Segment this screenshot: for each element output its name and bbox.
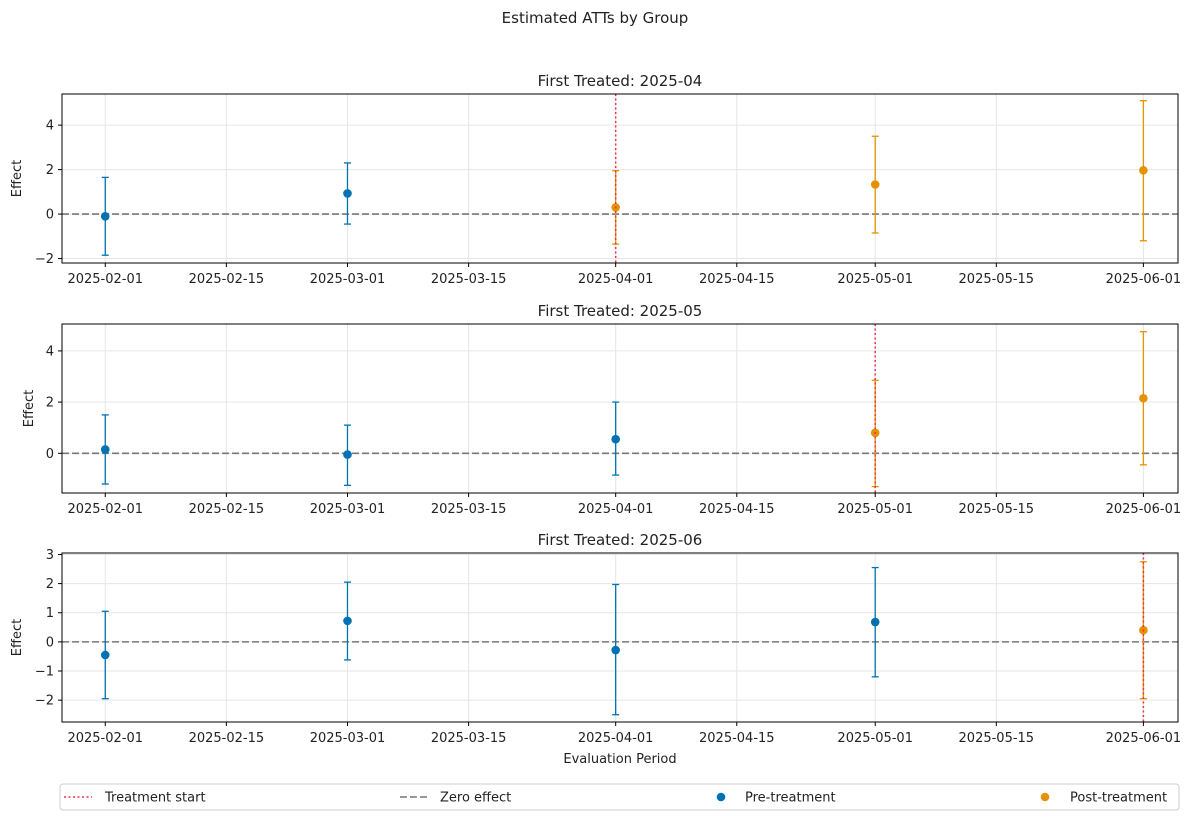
y-axis-label: Effect bbox=[22, 390, 37, 427]
pre-treatment-point bbox=[100, 445, 110, 454]
x-tick-label: 2025-04-15 bbox=[699, 272, 775, 287]
pre-treatment-point bbox=[343, 616, 352, 626]
x-tick-label: 2025-02-15 bbox=[189, 731, 265, 746]
plot-frame bbox=[61, 323, 1179, 494]
x-tick-label: 2025-03-15 bbox=[431, 502, 507, 517]
subplot-1: 2025-02-01 2025-02-15 2025-03-01 2025-03-15… bbox=[10, 72, 1181, 287]
y-axis-label: Effect bbox=[10, 619, 25, 656]
x-tick-label: 2025-02-15 bbox=[189, 272, 265, 287]
legend-zero-effect-label: Zero effect bbox=[440, 791, 511, 806]
pre-treatment-point bbox=[870, 617, 880, 627]
subplots: 2025-02-01 2025-02-15 2025-03-01 2025-03-15… bbox=[10, 72, 1181, 767]
legend-pre-treatment-swatch bbox=[716, 792, 726, 802]
subplot-title: First Treated: 2025-04 bbox=[538, 72, 703, 90]
x-tick-label: 2025-03-15 bbox=[431, 731, 507, 746]
legend-treatment-start-label: Treatment start bbox=[104, 791, 206, 806]
x-tick-label: 2025-05-01 bbox=[837, 272, 913, 287]
subplot-title: First Treated: 2025-06 bbox=[538, 531, 703, 549]
legend-post-treatment-label: Post-treatment bbox=[1070, 791, 1167, 806]
post-treatment-point bbox=[1139, 165, 1148, 175]
figure-title: Estimated ATTs by Group bbox=[502, 9, 689, 27]
post-treatment-point bbox=[870, 180, 880, 189]
y-tick-label: 0 bbox=[46, 635, 54, 650]
x-tick-label: 2025-05-15 bbox=[959, 502, 1035, 517]
x-tick-label: 2025-06-01 bbox=[1106, 502, 1182, 517]
y-tick-label: 2 bbox=[46, 577, 54, 592]
legend-post-treatment-swatch bbox=[1040, 792, 1050, 802]
x-tick-label: 2025-02-01 bbox=[67, 731, 143, 746]
x-tick-label: 2025-03-15 bbox=[431, 272, 507, 287]
pre-treatment-point bbox=[100, 212, 110, 221]
x-tick-label: 2025-04-15 bbox=[699, 502, 775, 517]
x-tick-label: 2025-05-01 bbox=[837, 731, 913, 746]
y-tick-label: 2 bbox=[46, 163, 54, 178]
x-tick-label: 2025-06-01 bbox=[1106, 731, 1182, 746]
pre-treatment-point bbox=[611, 434, 620, 444]
y-tick-label: −1 bbox=[35, 665, 54, 680]
pre-treatment-point bbox=[343, 450, 352, 459]
legend-frame bbox=[59, 783, 1180, 811]
plot-frame bbox=[61, 93, 1179, 264]
y-tick-label: 3 bbox=[46, 548, 54, 563]
x-tick-label: 2025-03-01 bbox=[310, 502, 386, 517]
x-tick-label: 2025-05-15 bbox=[959, 272, 1035, 287]
y-tick-label: 4 bbox=[46, 119, 54, 134]
post-treatment-point bbox=[1139, 393, 1148, 403]
pre-treatment-point bbox=[611, 645, 620, 655]
y-tick-label: 1 bbox=[46, 606, 54, 621]
pre-treatment-point bbox=[100, 650, 110, 660]
y-tick-label: 0 bbox=[46, 208, 54, 223]
x-tick-label: 2025-04-15 bbox=[699, 731, 775, 746]
x-tick-label: 2025-02-01 bbox=[67, 272, 143, 287]
x-tick-label: 2025-04-01 bbox=[578, 731, 654, 746]
subplot-title: First Treated: 2025-05 bbox=[538, 302, 703, 320]
subplot-2: 2025-02-01 2025-02-15 2025-03-01 2025-03-15… bbox=[22, 302, 1181, 517]
x-tick-label: 2025-04-01 bbox=[578, 502, 654, 517]
x-axis-label: Evaluation Period bbox=[563, 752, 676, 767]
y-tick-label: 0 bbox=[46, 447, 54, 462]
y-tick-label: 2 bbox=[46, 396, 54, 411]
x-tick-label: 2025-03-01 bbox=[310, 731, 386, 746]
x-tick-label: 2025-06-01 bbox=[1106, 272, 1182, 287]
y-axis-label: Effect bbox=[10, 160, 25, 197]
y-tick-label: −2 bbox=[35, 252, 54, 267]
x-tick-label: 2025-05-01 bbox=[837, 502, 913, 517]
x-tick-label: 2025-05-15 bbox=[959, 731, 1035, 746]
x-tick-label: 2025-02-01 bbox=[67, 502, 143, 517]
x-tick-label: 2025-04-01 bbox=[578, 272, 654, 287]
legend-pre-treatment-label: Pre-treatment bbox=[745, 791, 836, 806]
x-tick-label: 2025-02-15 bbox=[189, 502, 265, 517]
pre-treatment-point bbox=[343, 189, 352, 198]
x-tick-label: 2025-03-01 bbox=[310, 272, 386, 287]
y-tick-label: −2 bbox=[35, 694, 54, 709]
subplot-3: 2025-02-01 2025-02-15 2025-03-01 2025-03-15… bbox=[10, 531, 1181, 767]
legend: Treatment start Zero effect Pre-treatment P… bbox=[59, 783, 1180, 811]
y-tick-label: 4 bbox=[46, 344, 54, 359]
plot-frame bbox=[61, 552, 1179, 723]
